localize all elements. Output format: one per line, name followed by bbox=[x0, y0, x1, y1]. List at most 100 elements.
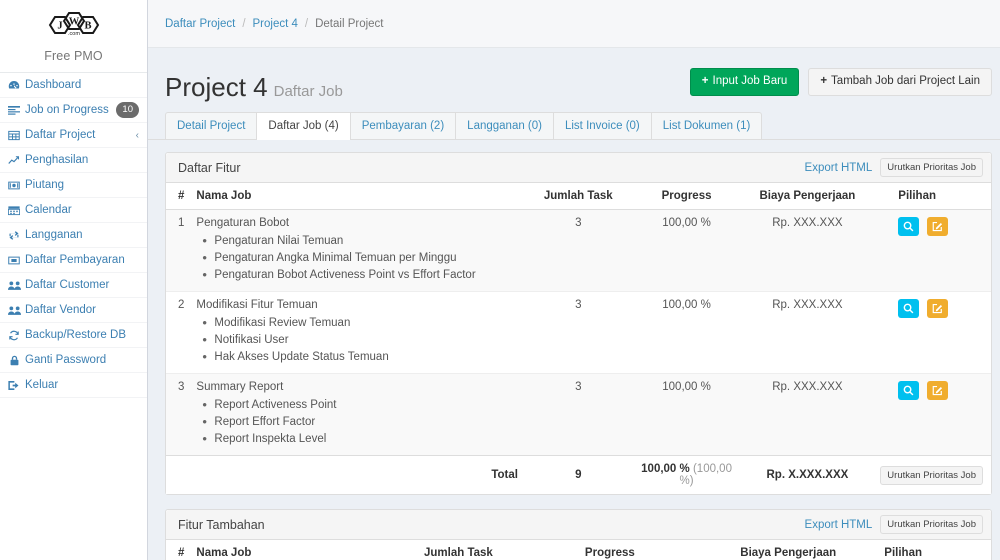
table-row[interactable]: 2 Modifikasi Fitur Temuan Modifikasi Rev… bbox=[166, 291, 991, 374]
panel-tools: Export HTML Urutkan Prioritas Job bbox=[805, 515, 983, 534]
breadcrumb-item-project-4[interactable]: Project 4 bbox=[252, 17, 298, 30]
chevron-left-icon: ‹ bbox=[135, 129, 139, 141]
footer-spacer bbox=[166, 455, 191, 494]
job-name: Modifikasi Fitur Temuan bbox=[196, 299, 318, 311]
column-header-progress: Progress bbox=[632, 183, 741, 210]
footer-total-tasks: 9 bbox=[523, 455, 633, 494]
breadcrumb-current: Detail Project bbox=[315, 17, 384, 30]
calendar-icon bbox=[7, 204, 21, 216]
sidebar-item-langganan[interactable]: Langganan bbox=[0, 223, 147, 248]
sidebar-item-calendar[interactable]: Calendar bbox=[0, 198, 147, 223]
page-header: Project 4 Daftar Job + Input Job Baru + Tam… bbox=[148, 48, 1000, 100]
row-jumlah-task: 3 bbox=[523, 291, 633, 374]
tab-daftar-job[interactable]: Daftar Job (4) bbox=[256, 111, 350, 140]
sidebar-item-piutang[interactable]: Piutang bbox=[0, 173, 147, 198]
sidebar-item-label: Keluar bbox=[25, 379, 59, 391]
row-jumlah-task: 3 bbox=[523, 209, 633, 292]
sidebar-nav: Dashboard Job on Progress 10 Daftar Proj… bbox=[0, 73, 147, 398]
tab-list-invoice[interactable]: List Invoice (0) bbox=[552, 111, 651, 139]
footer-total-cost: Rp. X.XXX.XXX bbox=[740, 455, 875, 494]
header-actions: + Input Job Baru + Tambah Job dari Project… bbox=[689, 68, 992, 100]
brand[interactable]: J W B .com Free PMO bbox=[0, 0, 147, 73]
tab-langganan[interactable]: Langganan (0) bbox=[455, 111, 553, 139]
sidebar: J W B .com Free PMO Dashboard Job on Pro… bbox=[0, 0, 148, 560]
tambah-job-dari-project-lain-button[interactable]: + Tambah Job dari Project Lain bbox=[808, 68, 992, 96]
sidebar-item-dashboard[interactable]: Dashboard bbox=[0, 73, 147, 98]
export-html-link[interactable]: Export HTML bbox=[804, 518, 873, 531]
input-job-baru-button[interactable]: + Input Job Baru bbox=[689, 68, 800, 96]
column-header-jumlah-task: Jumlah Task bbox=[399, 540, 518, 560]
panel-header: Fitur Tambahan Export HTML Urutkan Prior… bbox=[166, 510, 991, 540]
row-biaya: Rp. XXX.XXX bbox=[740, 209, 875, 292]
sidebar-item-daftar-project[interactable]: Daftar Project ‹ bbox=[0, 123, 147, 148]
tab-list-dokumen[interactable]: List Dokumen (1) bbox=[650, 111, 763, 139]
row-biaya: Rp. XXX.XXX bbox=[740, 291, 875, 374]
tab-pembayaran[interactable]: Pembayaran (2) bbox=[349, 111, 456, 139]
urutkan-prioritas-job-button[interactable]: Urutkan Prioritas Job bbox=[880, 158, 983, 177]
sidebar-item-label: Dashboard bbox=[25, 79, 82, 91]
lock-icon bbox=[7, 354, 21, 366]
tab-bar: Detail Project Daftar Job (4) Pembayaran… bbox=[148, 111, 1000, 140]
urutkan-prioritas-job-button[interactable]: Urutkan Prioritas Job bbox=[880, 465, 983, 485]
sidebar-item-daftar-customer[interactable]: Daftar Customer bbox=[0, 273, 147, 298]
edit-button[interactable] bbox=[926, 381, 948, 400]
subtask-list: Modifikasi Review Temuan Notifikasi User… bbox=[196, 314, 518, 366]
credit-card-icon bbox=[7, 254, 21, 266]
table-body: 1 Pengaturan Bobot Pengaturan Nilai Temu… bbox=[166, 209, 991, 456]
panel-tools: Export HTML Urutkan Prioritas Job bbox=[805, 158, 983, 177]
table-row[interactable]: 3 Summary Report Report Activeness Point… bbox=[166, 373, 991, 456]
table-footer-row: Total 9 100,00 % (100,00 %) Rp. X.XXX.XX… bbox=[166, 455, 991, 494]
panel-daftar-fitur: Daftar Fitur Export HTML Urutkan Priorit… bbox=[165, 152, 992, 495]
urutkan-prioritas-job-button[interactable]: Urutkan Prioritas Job bbox=[880, 515, 983, 534]
tab-detail-project[interactable]: Detail Project bbox=[165, 111, 257, 139]
sidebar-item-label: Daftar Vendor bbox=[25, 304, 96, 316]
table-head: # Nama Job Jumlah Task Progress Biaya Pe… bbox=[166, 540, 991, 560]
view-button[interactable] bbox=[898, 381, 920, 400]
table-header-row: # Nama Job Jumlah Task Progress Biaya Pe… bbox=[166, 183, 991, 210]
page-title: Project 4 Daftar Job bbox=[165, 74, 343, 100]
edit-button[interactable] bbox=[926, 299, 948, 318]
row-num: 2 bbox=[166, 291, 191, 374]
sidebar-item-daftar-vendor[interactable]: Daftar Vendor bbox=[0, 298, 147, 323]
row-nama-job: Summary Report Report Activeness Point R… bbox=[190, 373, 524, 456]
sync-icon bbox=[7, 329, 21, 341]
table-icon bbox=[7, 129, 21, 141]
export-html-link[interactable]: Export HTML bbox=[804, 161, 873, 174]
sidebar-item-label: Backup/Restore DB bbox=[25, 329, 126, 341]
table-head: # Nama Job Jumlah Task Progress Biaya Pe… bbox=[166, 183, 991, 210]
row-actions bbox=[874, 291, 991, 374]
footer-total-label: Total bbox=[190, 455, 524, 494]
subtask-item: Pengaturan Bobot Activeness Point vs Eff… bbox=[196, 266, 518, 284]
column-header-pilihan: Pilihan bbox=[874, 540, 991, 560]
edit-button[interactable] bbox=[926, 217, 948, 236]
subtask-item: Pengaturan Angka Minimal Temuan per Ming… bbox=[196, 249, 518, 267]
page-title-main: Project 4 bbox=[165, 72, 268, 102]
row-progress: 100,00 % bbox=[632, 373, 741, 456]
sidebar-item-daftar-pembayaran[interactable]: Daftar Pembayaran bbox=[0, 248, 147, 273]
table-row[interactable]: 1 Pengaturan Bobot Pengaturan Nilai Temu… bbox=[166, 209, 991, 292]
daftar-fitur-table: # Nama Job Jumlah Task Progress Biaya Pe… bbox=[166, 183, 991, 494]
brand-name: Free PMO bbox=[44, 49, 103, 63]
breadcrumb-item-daftar-project[interactable]: Daftar Project bbox=[165, 17, 236, 30]
sidebar-item-backup-restore-db[interactable]: Backup/Restore DB bbox=[0, 323, 147, 348]
subtask-item: Report Inspekta Level bbox=[196, 430, 518, 448]
sidebar-item-ganti-password[interactable]: Ganti Password bbox=[0, 348, 147, 373]
column-header-jumlah-task: Jumlah Task bbox=[523, 183, 633, 210]
view-button[interactable] bbox=[898, 299, 920, 318]
sidebar-item-keluar[interactable]: Keluar bbox=[0, 373, 147, 398]
sidebar-item-job-on-progress[interactable]: Job on Progress 10 bbox=[0, 98, 147, 123]
svg-text:.com: .com bbox=[68, 31, 80, 37]
view-button[interactable] bbox=[898, 217, 920, 236]
sidebar-item-penghasilan[interactable]: Penghasilan bbox=[0, 148, 147, 173]
table-foot: Total 9 100,00 % (100,00 %) Rp. X.XXX.XX… bbox=[166, 455, 991, 494]
column-header-num: # bbox=[166, 183, 191, 210]
footer-total-progress: 100,00 % (100,00 %) bbox=[632, 455, 741, 494]
row-progress: 100,00 % bbox=[632, 209, 741, 292]
panel-header: Daftar Fitur Export HTML Urutkan Priorit… bbox=[166, 153, 991, 183]
sidebar-item-label: Penghasilan bbox=[25, 154, 89, 166]
list-icon bbox=[7, 104, 21, 116]
sidebar-item-label: Daftar Project bbox=[25, 129, 96, 141]
panel-title: Daftar Fitur bbox=[178, 160, 241, 175]
row-jumlah-task: 3 bbox=[523, 373, 633, 456]
